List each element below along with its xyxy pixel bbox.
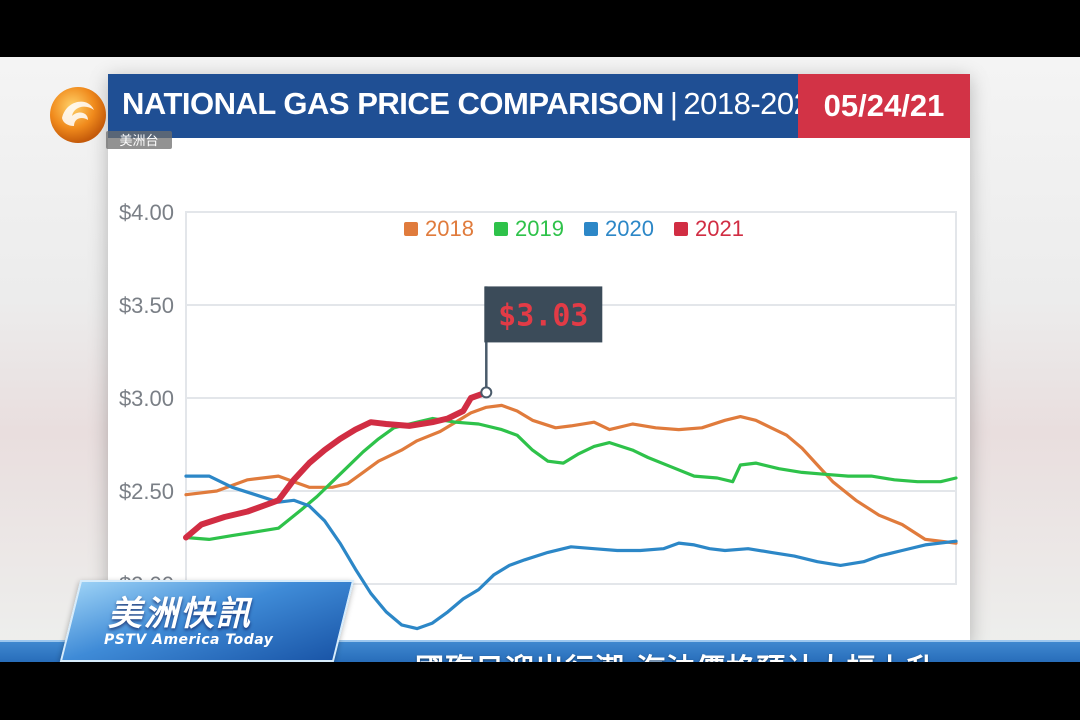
annotation-point: [480, 386, 493, 399]
phoenix-swirl-icon: [62, 101, 94, 126]
channel-logo: 美洲台: [50, 87, 172, 149]
legend-label-2021: 2021: [695, 216, 744, 241]
chart-title-separator: |: [669, 86, 678, 121]
legend-label-2019: 2019: [515, 216, 564, 241]
channel-label-box: [106, 131, 172, 149]
series-line-2018: [184, 403, 958, 545]
channel-label: 美洲台: [119, 134, 158, 149]
series-line-2020: [184, 474, 958, 631]
chart-grid: [185, 211, 957, 585]
legend-swatch-2019: [494, 222, 508, 236]
y-tick-2-50: $2.50: [119, 479, 174, 504]
headline-text: 國殤日迎出行潮 汽油價格预计大幅上升: [415, 646, 936, 662]
legend-label-2020: 2020: [605, 216, 654, 241]
y-tick-3-00: $3.00: [119, 386, 174, 411]
series-line-2019: [184, 416, 958, 541]
chart-title-main: NATIONAL GAS PRICE COMPARISON: [122, 86, 664, 121]
y-axis: $4.00$3.50$3.00$2.50$2.00: [119, 200, 174, 597]
chart-card: NATIONAL GAS PRICE COMPARISON | 2018-2021 …: [108, 74, 970, 644]
lower-third: 美洲快訊 PSTV America Today 國殤日迎出行潮 汽油價格预计大幅…: [0, 580, 1080, 662]
annotation-flag: [484, 286, 603, 343]
legend-swatch-2021: [674, 222, 688, 236]
legend-label-2018: 2018: [425, 216, 474, 241]
show-title: 美洲快訊: [108, 594, 252, 634]
date-badge: 05/24/21: [798, 74, 970, 138]
annotation-label: $3.03: [498, 298, 588, 333]
price-annotation: $3.03: [480, 286, 603, 399]
chart-title-bar: NATIONAL GAS PRICE COMPARISON | 2018-2021: [108, 74, 828, 138]
y-tick-3-50: $3.50: [119, 293, 174, 318]
y-tick-4-00: $4.00: [119, 200, 174, 225]
show-subtitle: PSTV America Today: [104, 632, 274, 648]
chart-legend: 2018 2019 2020 2021: [404, 216, 744, 241]
legend-swatch-2018: [404, 222, 418, 236]
series-line-2021: [183, 389, 490, 541]
series-lines: [183, 389, 958, 631]
broadcast-frame: NATIONAL GAS PRICE COMPARISON | 2018-2021 …: [0, 57, 1080, 662]
legend-swatch-2020: [584, 222, 598, 236]
